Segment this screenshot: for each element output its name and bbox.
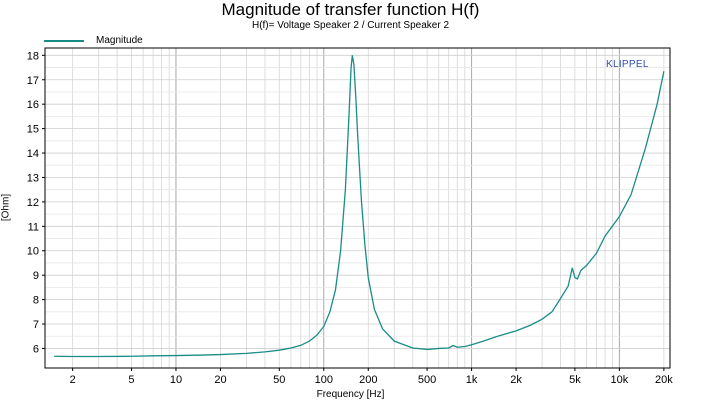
x-tick-label: 10	[170, 374, 182, 386]
y-axis-label: [Ohm]	[0, 193, 12, 222]
x-tick-label: 10k	[611, 374, 629, 386]
x-tick-label: 2k	[510, 374, 522, 386]
grid	[45, 48, 670, 368]
klippel-watermark: KLIPPEL	[606, 59, 649, 70]
y-tick-label: 14	[27, 148, 39, 160]
x-tick-label: 1k	[466, 374, 478, 386]
chart-title: Magnitude of transfer function H(f)	[221, 0, 480, 19]
x-tick-label: 200	[359, 374, 377, 386]
y-tick-label: 10	[27, 246, 39, 258]
x-tick-label: 20	[214, 374, 226, 386]
x-tick-label: 20k	[655, 374, 673, 386]
x-tick-label: 5k	[569, 374, 581, 386]
x-tick-label: 500	[418, 374, 436, 386]
x-tick-label: 2	[70, 374, 76, 386]
axis-ticks: 2 5 10 20 50 100 200 500 1k 2k 5k 10k 20k 6 7 8 9 10 11 12 1…	[27, 50, 673, 386]
y-tick-label: 9	[33, 270, 39, 282]
legend-label: Magnitude	[96, 35, 143, 46]
y-tick-label: 16	[27, 99, 39, 111]
x-axis-label: Frequency [Hz]	[316, 389, 385, 400]
y-tick-label: 15	[27, 124, 39, 136]
plot-frame	[44, 47, 671, 369]
y-tick-label: 18	[27, 50, 39, 62]
y-tick-label: 7	[33, 319, 39, 331]
x-tick-label: 5	[128, 374, 134, 386]
y-tick-label: 17	[27, 75, 39, 87]
x-tick-label: 100	[315, 374, 333, 386]
chart-subtitle: H(f)= Voltage Speaker 2 / Current Speake…	[251, 20, 450, 31]
y-tick-label: 8	[33, 295, 39, 307]
y-tick-label: 12	[27, 197, 39, 209]
x-tick-label: 50	[273, 374, 285, 386]
y-tick-label: 11	[28, 221, 39, 233]
y-tick-label: 13	[27, 172, 39, 184]
y-tick-label: 6	[33, 343, 39, 355]
legend-swatch	[44, 40, 84, 42]
magnitude-series-line	[54, 55, 665, 358]
